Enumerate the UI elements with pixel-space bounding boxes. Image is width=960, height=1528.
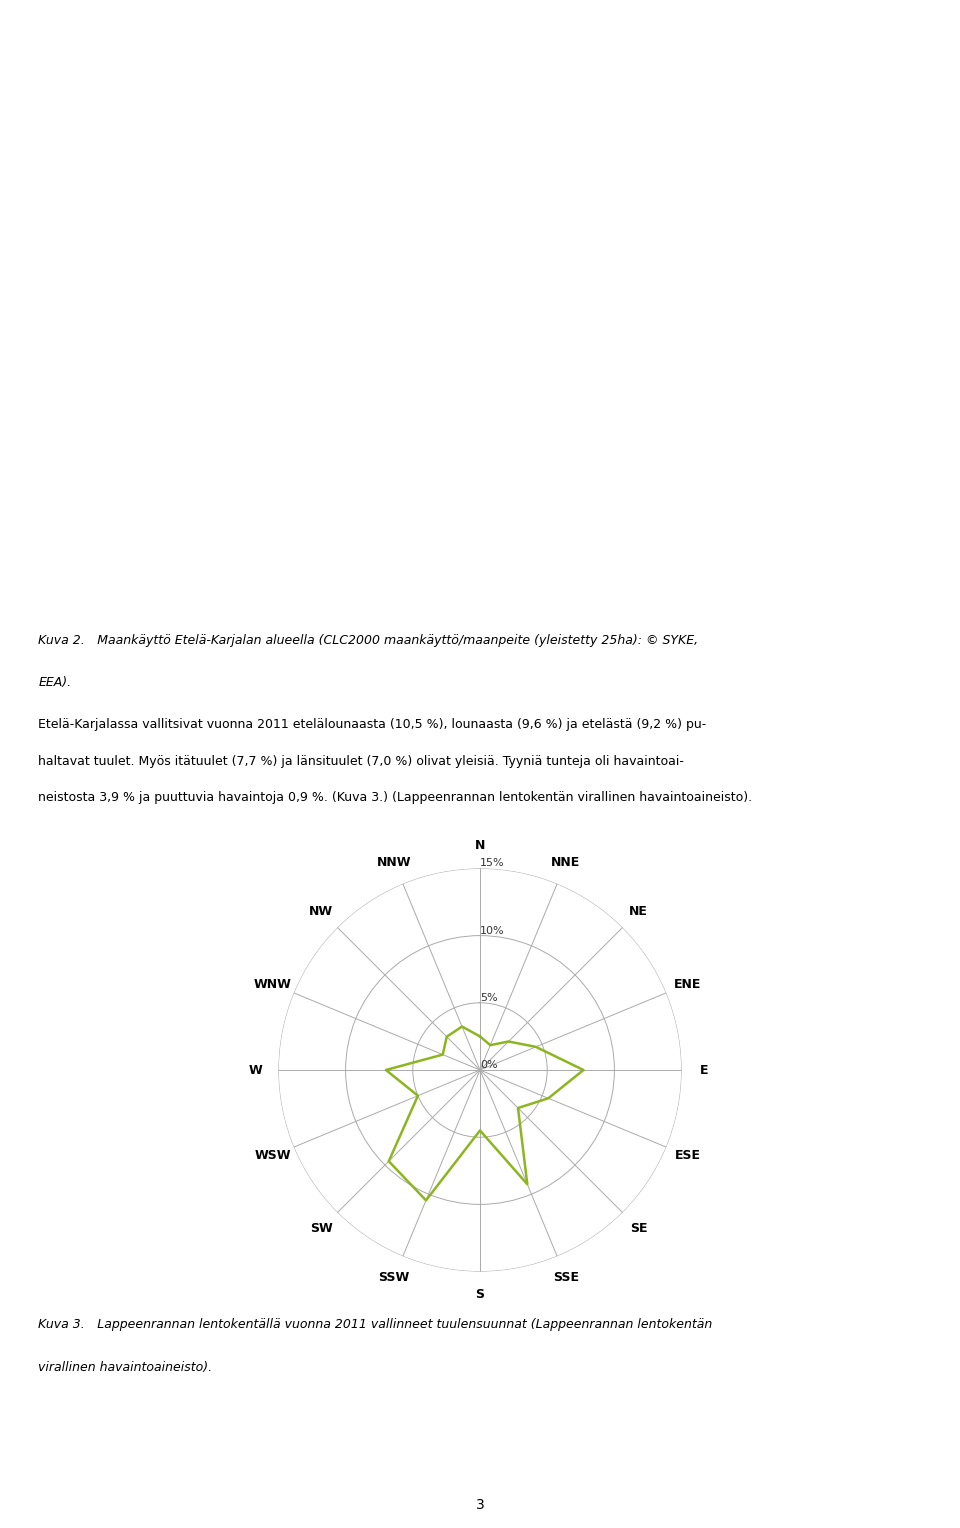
Text: EEA).: EEA). [38,675,72,689]
Text: Kuva 2. Maankäyttö Etelä-Karjalan alueella (CLC2000 maankäyttö/maanpeite (yleist: Kuva 2. Maankäyttö Etelä-Karjalan alueel… [38,634,699,646]
Text: Etelä-Karjalassa vallitsivat vuonna 2011 etelälounaasta (10,5 %), lounaasta (9,6: Etelä-Karjalassa vallitsivat vuonna 2011… [38,718,707,730]
Text: neistosta 3,9 % ja puuttuvia havaintoja 0,9 %. (Kuva 3.) (Lappeenrannan lentoken: neistosta 3,9 % ja puuttuvia havaintoja … [38,792,753,804]
Text: virallinen havaintoaineisto).: virallinen havaintoaineisto). [38,1360,212,1374]
Text: haltavat tuulet. Myös itätuulet (7,7 %) ja länsituulet (7,0 %) olivat yleisiä. T: haltavat tuulet. Myös itätuulet (7,7 %) … [38,755,684,767]
Text: Kuva 3. Lappeenrannan lentokentällä vuonna 2011 vallinneet tuulensuunnat (Lappee: Kuva 3. Lappeenrannan lentokentällä vuon… [38,1319,712,1331]
Text: 3: 3 [475,1497,485,1511]
